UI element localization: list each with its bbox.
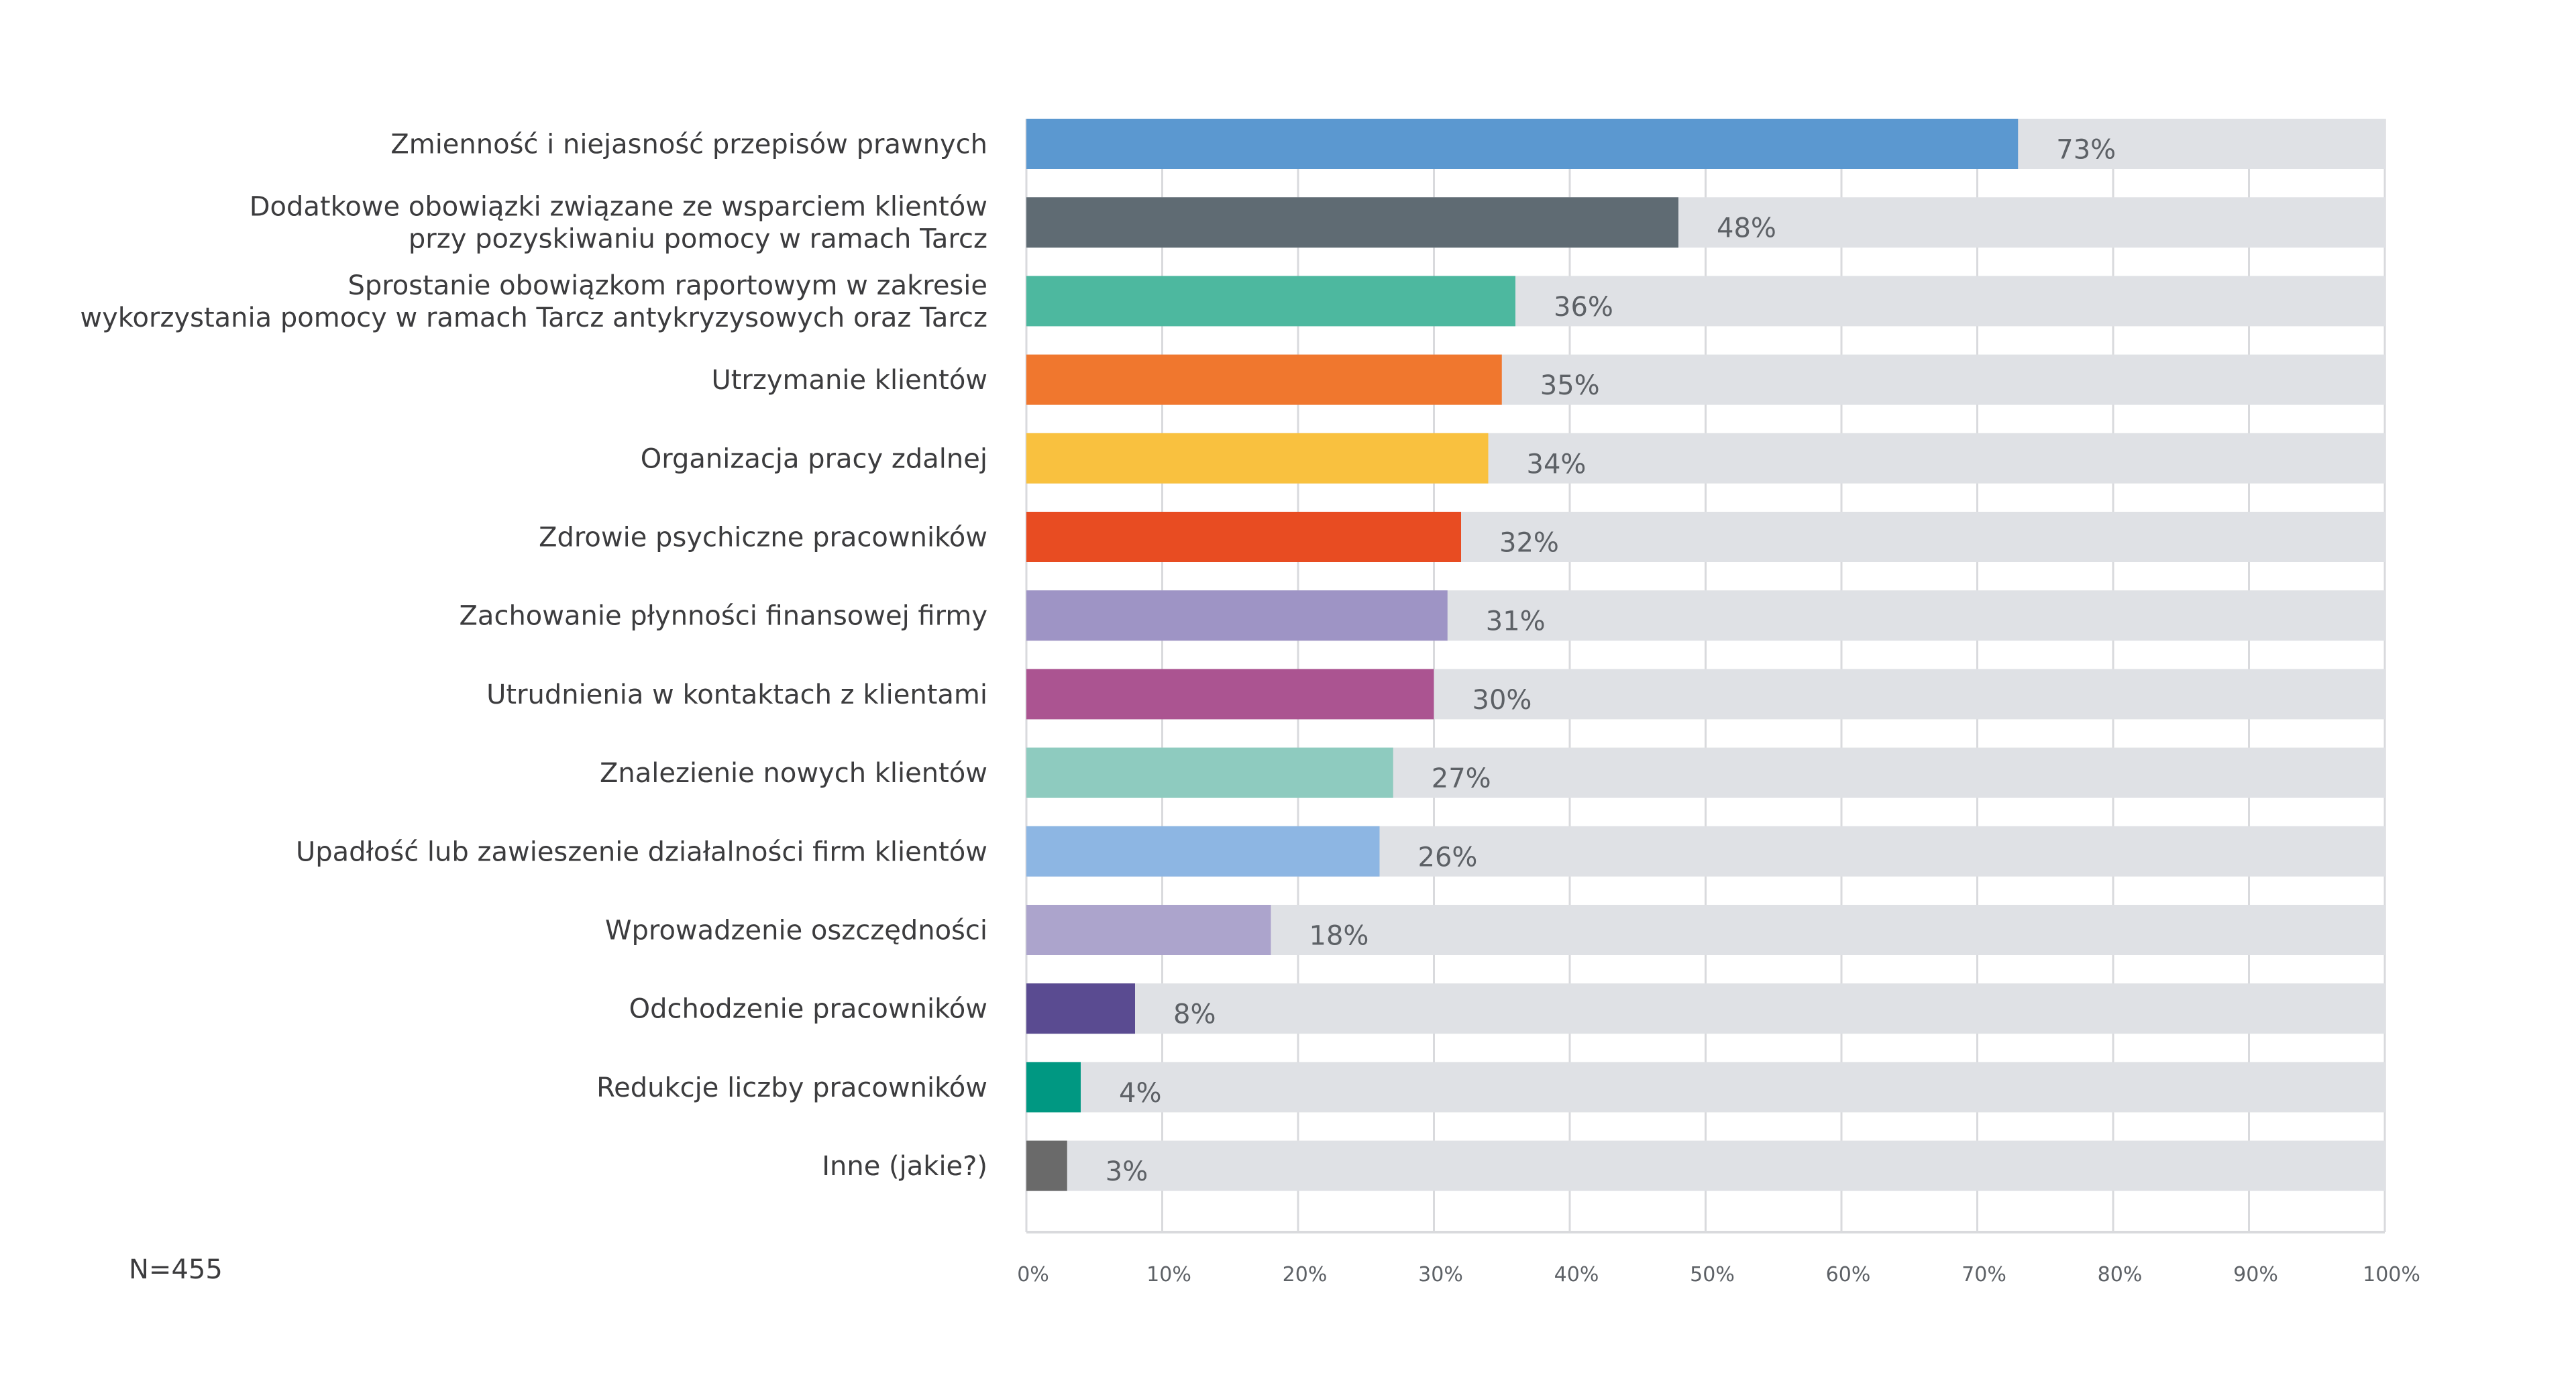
bar [1026, 119, 2019, 169]
x-tick-label: 100% [2363, 1263, 2420, 1286]
bar [1026, 669, 1434, 720]
category-label: Znalezienie nowych klientów [600, 758, 987, 789]
bar-value-label: 73% [2056, 135, 2116, 166]
bar [1026, 354, 1502, 405]
category-label-line: Zachowanie płynności finansowej firmy [460, 601, 987, 632]
bar-track [1026, 983, 2385, 1034]
sample-size-note: N=455 [129, 1254, 223, 1285]
category-label-line: Wprowadzenie oszczędności [605, 916, 987, 946]
category-label-line: Zdrowie psychiczne pracowników [539, 522, 987, 553]
bar [1026, 590, 1448, 641]
bar [1026, 1140, 1067, 1191]
bar-value-label: 36% [1554, 292, 1613, 323]
bar-value-label: 4% [1119, 1078, 1161, 1109]
x-tick-label: 60% [1826, 1263, 1871, 1286]
category-label: Utrzymanie klientów [711, 365, 987, 396]
category-label: Zdrowie psychiczne pracowników [539, 522, 987, 553]
category-label-line: Organizacja pracy zdalnej [641, 443, 987, 474]
bar [1026, 905, 1271, 955]
bar-value-label: 34% [1527, 449, 1587, 480]
bar [1026, 197, 1678, 248]
bar-value-label: 26% [1418, 842, 1478, 873]
bar-value-label: 31% [1486, 606, 1546, 637]
category-label-line: Dodatkowe obowiązki związane ze wsparcie… [250, 192, 987, 223]
x-tick-label: 80% [2098, 1263, 2143, 1286]
x-tick-label: 30% [1418, 1263, 1463, 1286]
x-tick-label: 90% [2233, 1263, 2278, 1286]
category-label: Organizacja pracy zdalnej [641, 443, 987, 474]
x-tick-label: 10% [1146, 1263, 1191, 1286]
x-tick-label: 0% [1017, 1263, 1049, 1286]
category-label: Sprostanie obowiązkom raportowym w zakre… [80, 270, 987, 333]
category-label: Dodatkowe obowiązki związane ze wsparcie… [250, 192, 987, 255]
bar-track [1026, 1140, 2385, 1191]
category-label: Inne (jakie?) [822, 1151, 987, 1182]
category-labels: Zmienność i niejasność przepisów prawnyc… [80, 129, 987, 1182]
category-label-line: Upadłość lub zawieszenie działalności fi… [296, 836, 987, 867]
bar [1026, 983, 1135, 1034]
bar-track [1026, 1062, 2385, 1113]
x-tick-label: 70% [1962, 1263, 2006, 1286]
bars: 73% 48% 36% 35% 34% 32% 31% 30% 27% 26% 18% 8% 4% 3% [1026, 119, 2385, 1191]
category-label-line: Odchodzenie pracowników [629, 994, 987, 1025]
category-label-line: Utrzymanie klientów [711, 365, 987, 396]
x-axis: 0% 10% 20% 30% 40% 50% 60% 70% 80% 90% 100% [1017, 1231, 2420, 1286]
category-label: Odchodzenie pracowników [629, 994, 987, 1025]
category-label-line: Inne (jakie?) [822, 1151, 987, 1182]
bar [1026, 747, 1393, 798]
bar-value-label: 48% [1717, 213, 1776, 244]
bar-value-label: 18% [1309, 921, 1369, 952]
category-label-line: Utrudnienia w kontaktach z klientami [486, 679, 987, 710]
bar [1026, 276, 1515, 327]
x-tick-label: 20% [1283, 1263, 1328, 1286]
category-label-line: Redukcje liczby pracowników [596, 1072, 987, 1103]
bar-value-label: 8% [1173, 999, 1216, 1030]
bar-value-label: 32% [1499, 528, 1559, 559]
category-label: Utrudnienia w kontaktach z klientami [486, 679, 987, 710]
x-tick-label: 40% [1554, 1263, 1599, 1286]
category-label: Upadłość lub zawieszenie działalności fi… [296, 836, 987, 867]
category-label: Wprowadzenie oszczędności [605, 916, 987, 946]
bar [1026, 826, 1380, 877]
category-label: Redukcje liczby pracowników [596, 1072, 987, 1103]
category-label: Zmienność i niejasność przepisów prawnyc… [390, 129, 987, 160]
bar [1026, 1062, 1081, 1113]
bar-value-label: 27% [1432, 763, 1491, 794]
bar [1026, 512, 1461, 562]
category-label-line: Znalezienie nowych klientów [600, 758, 987, 789]
category-label-line: Zmienność i niejasność przepisów prawnyc… [390, 129, 987, 160]
bar-value-label: 35% [1540, 370, 1600, 401]
bar-value-label: 30% [1472, 685, 1532, 716]
category-label-line: wykorzystania pomocy w ramach Tarcz anty… [80, 302, 987, 333]
x-tick-label: 50% [1690, 1263, 1735, 1286]
category-label-line: przy pozyskiwaniu pomocy w ramach Tarcz [409, 224, 987, 255]
category-label-line: Sprostanie obowiązkom raportowym w zakre… [347, 270, 987, 301]
bar-value-label: 3% [1106, 1156, 1148, 1187]
category-label: Zachowanie płynności finansowej firmy [460, 601, 987, 632]
bar [1026, 433, 1489, 484]
